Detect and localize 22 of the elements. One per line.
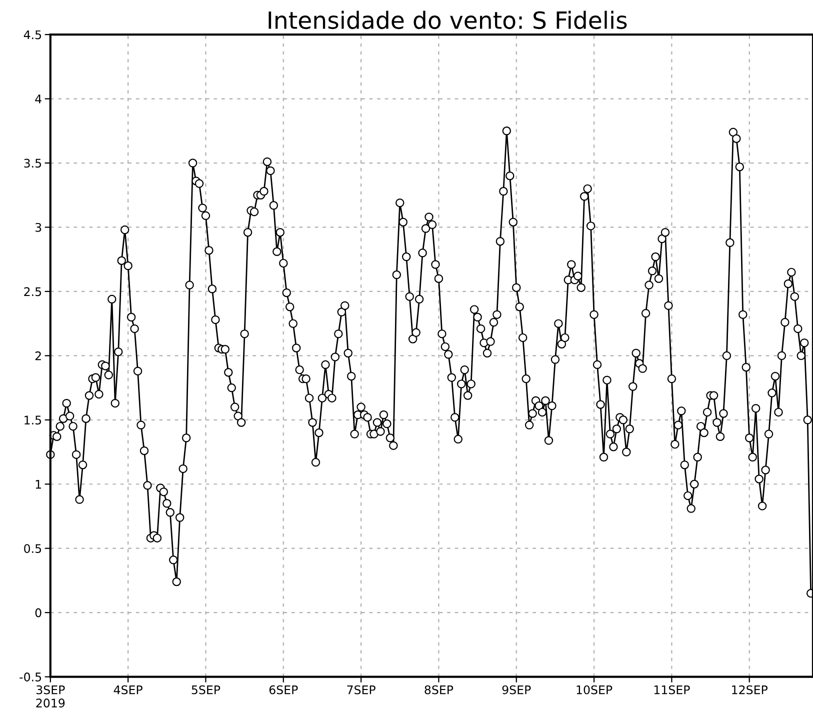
x-tick-label: 12SEP [732, 685, 768, 694]
y-tick-label: 4 [35, 94, 42, 104]
y-tick-label: 2 [35, 351, 41, 360]
x-tick-label: 7SEP [347, 685, 376, 694]
y-tick-label: -0.5 [20, 672, 42, 682]
y-tick-label: 3.5 [24, 158, 42, 168]
x-tick-label: 8SEP [424, 685, 454, 694]
y-tick-label: 3 [35, 222, 42, 232]
x-tick-label: 4SEP [114, 685, 142, 694]
x-tick-label: 5SEP [192, 685, 220, 694]
y-tick-label: 1 [36, 480, 41, 489]
y-tick-label: 2.5 [24, 287, 42, 296]
y-tick-label: 4.5 [24, 30, 42, 40]
x-tick-label: 6SEP [269, 685, 298, 694]
y-tick-label: 1.5 [24, 416, 42, 425]
y-tick-label: 0 [35, 608, 42, 618]
x-tick-label: 9SEP [502, 685, 531, 694]
x-tick-label: 11SEP [654, 685, 690, 694]
x-tick-label: 3SEP 2019 [36, 685, 65, 708]
chart-title: Intensidade do vento: S Fidelis [268, 10, 627, 30]
x-tick-label: 10SEP [576, 685, 612, 694]
y-tick-label: 0.5 [24, 544, 42, 554]
